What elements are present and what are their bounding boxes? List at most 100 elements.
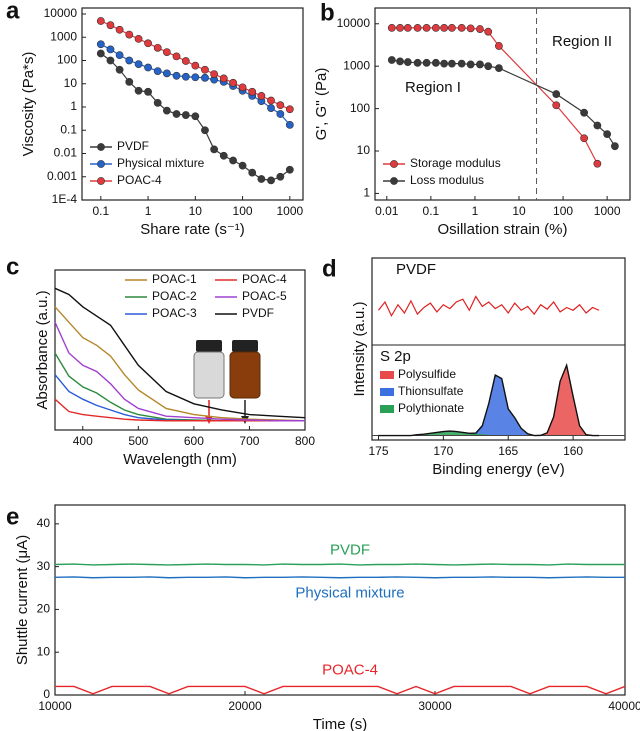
data-point [466, 24, 475, 33]
y-tick-label: 30 [37, 559, 51, 573]
vial [229, 351, 261, 399]
data-point [447, 59, 456, 68]
series-label: Physical mixture [295, 584, 404, 601]
x-tick-label: 160 [563, 444, 583, 458]
data-point [115, 65, 124, 74]
data-point [403, 23, 412, 32]
x-tick-label: 0.01 [375, 204, 399, 218]
x-tick-label: 100 [233, 204, 253, 218]
data-point [125, 30, 134, 39]
data-point [603, 130, 612, 139]
data-point [440, 59, 449, 68]
data-point [144, 63, 152, 72]
x-tick-label: 30000 [418, 699, 452, 713]
legend-swatch [380, 371, 394, 379]
data-point [106, 21, 115, 30]
legend-label: Thionsulfate [398, 384, 464, 398]
data-point [115, 25, 124, 34]
data-point [162, 69, 171, 78]
legend-label: POAC-1 [152, 272, 197, 286]
reference-line [378, 295, 600, 318]
x-tick-label: 600 [184, 434, 204, 448]
data-point [191, 112, 200, 121]
data-point [580, 134, 589, 143]
data-point [106, 45, 115, 54]
x-axis-title: Share rate (s⁻¹) [140, 221, 245, 238]
data-point [181, 111, 190, 119]
y-tick-label: 1000 [343, 58, 370, 72]
series-line [54, 352, 305, 422]
y-tick-label: 1 [363, 186, 370, 200]
series-line [54, 321, 305, 422]
data-point [552, 90, 561, 98]
vial-cap [232, 340, 258, 352]
x-axis-title: Osillation strain (%) [437, 221, 567, 238]
data-point [285, 105, 294, 114]
data-point [144, 87, 152, 96]
legend-marker [97, 177, 105, 185]
data-point [484, 27, 493, 36]
data-point [201, 65, 209, 74]
y-tick-label: 10000 [44, 6, 78, 20]
series-line [54, 306, 306, 422]
x-tick-label: 40000 [608, 699, 640, 713]
plot-frame [54, 504, 626, 696]
legend-label: Physical mixture [117, 156, 205, 170]
legend-label: POAC-4 [117, 173, 162, 187]
x-tick-label: 165 [498, 444, 518, 458]
y-tick-label: 1 [70, 99, 77, 113]
series-label: POAC-4 [322, 661, 378, 678]
y-tick-label: 0.1 [60, 122, 77, 136]
legend-label: POAC-4 [242, 272, 287, 286]
y-tick-label: 10 [357, 143, 371, 157]
data-point [153, 43, 162, 52]
y-axis-title: Absorbance (a.u.) [34, 290, 51, 409]
data-point [96, 40, 105, 49]
y-tick-label: 100 [57, 53, 77, 67]
y-axis-title: Viscosity (Pa*s) [20, 52, 37, 157]
data-point [125, 78, 134, 86]
panel-label: e [6, 503, 19, 530]
data-point [422, 58, 431, 67]
legend-swatch [380, 405, 394, 413]
data-point [172, 52, 181, 61]
y-tick-label: 100 [350, 101, 370, 115]
x-tick-label: 1000 [594, 204, 621, 218]
plot-frame [81, 7, 304, 201]
data-point [267, 96, 275, 105]
data-point [267, 176, 275, 185]
legend-label: Storage modulus [410, 156, 501, 170]
data-point [115, 51, 124, 60]
data-point [457, 59, 466, 68]
data-point [396, 57, 404, 66]
x-tick-label: 175 [368, 444, 388, 458]
legend-marker [390, 177, 398, 185]
data-point [106, 56, 115, 65]
x-axis-title: Wavelength (nm) [123, 451, 237, 468]
y-tick-label: 10 [37, 644, 51, 658]
x-tick-label: 700 [239, 434, 259, 448]
data-point [191, 73, 200, 82]
data-point [181, 72, 190, 81]
data-point [153, 99, 162, 107]
data-point [422, 23, 431, 32]
legend-label: POAC-3 [152, 306, 197, 320]
data-point [457, 23, 466, 32]
plot-frame [54, 269, 306, 431]
data-point [484, 62, 493, 71]
y-tick-label: 0.001 [47, 169, 77, 183]
y-axis-title: Intensity (a.u.) [351, 301, 368, 396]
data-point [125, 56, 134, 65]
panel-label: b [320, 0, 335, 26]
legend-label: PVDF [117, 139, 149, 153]
data-point [387, 23, 396, 32]
data-point [134, 34, 143, 43]
data-point [440, 23, 449, 32]
data-point [466, 60, 475, 69]
data-point [285, 120, 294, 129]
x-tick-label: 20000 [228, 699, 262, 713]
y-tick-label: 1E-4 [52, 192, 78, 206]
data-point [248, 168, 257, 177]
x-tick-label: 800 [295, 434, 315, 448]
series-label: PVDF [330, 541, 370, 558]
